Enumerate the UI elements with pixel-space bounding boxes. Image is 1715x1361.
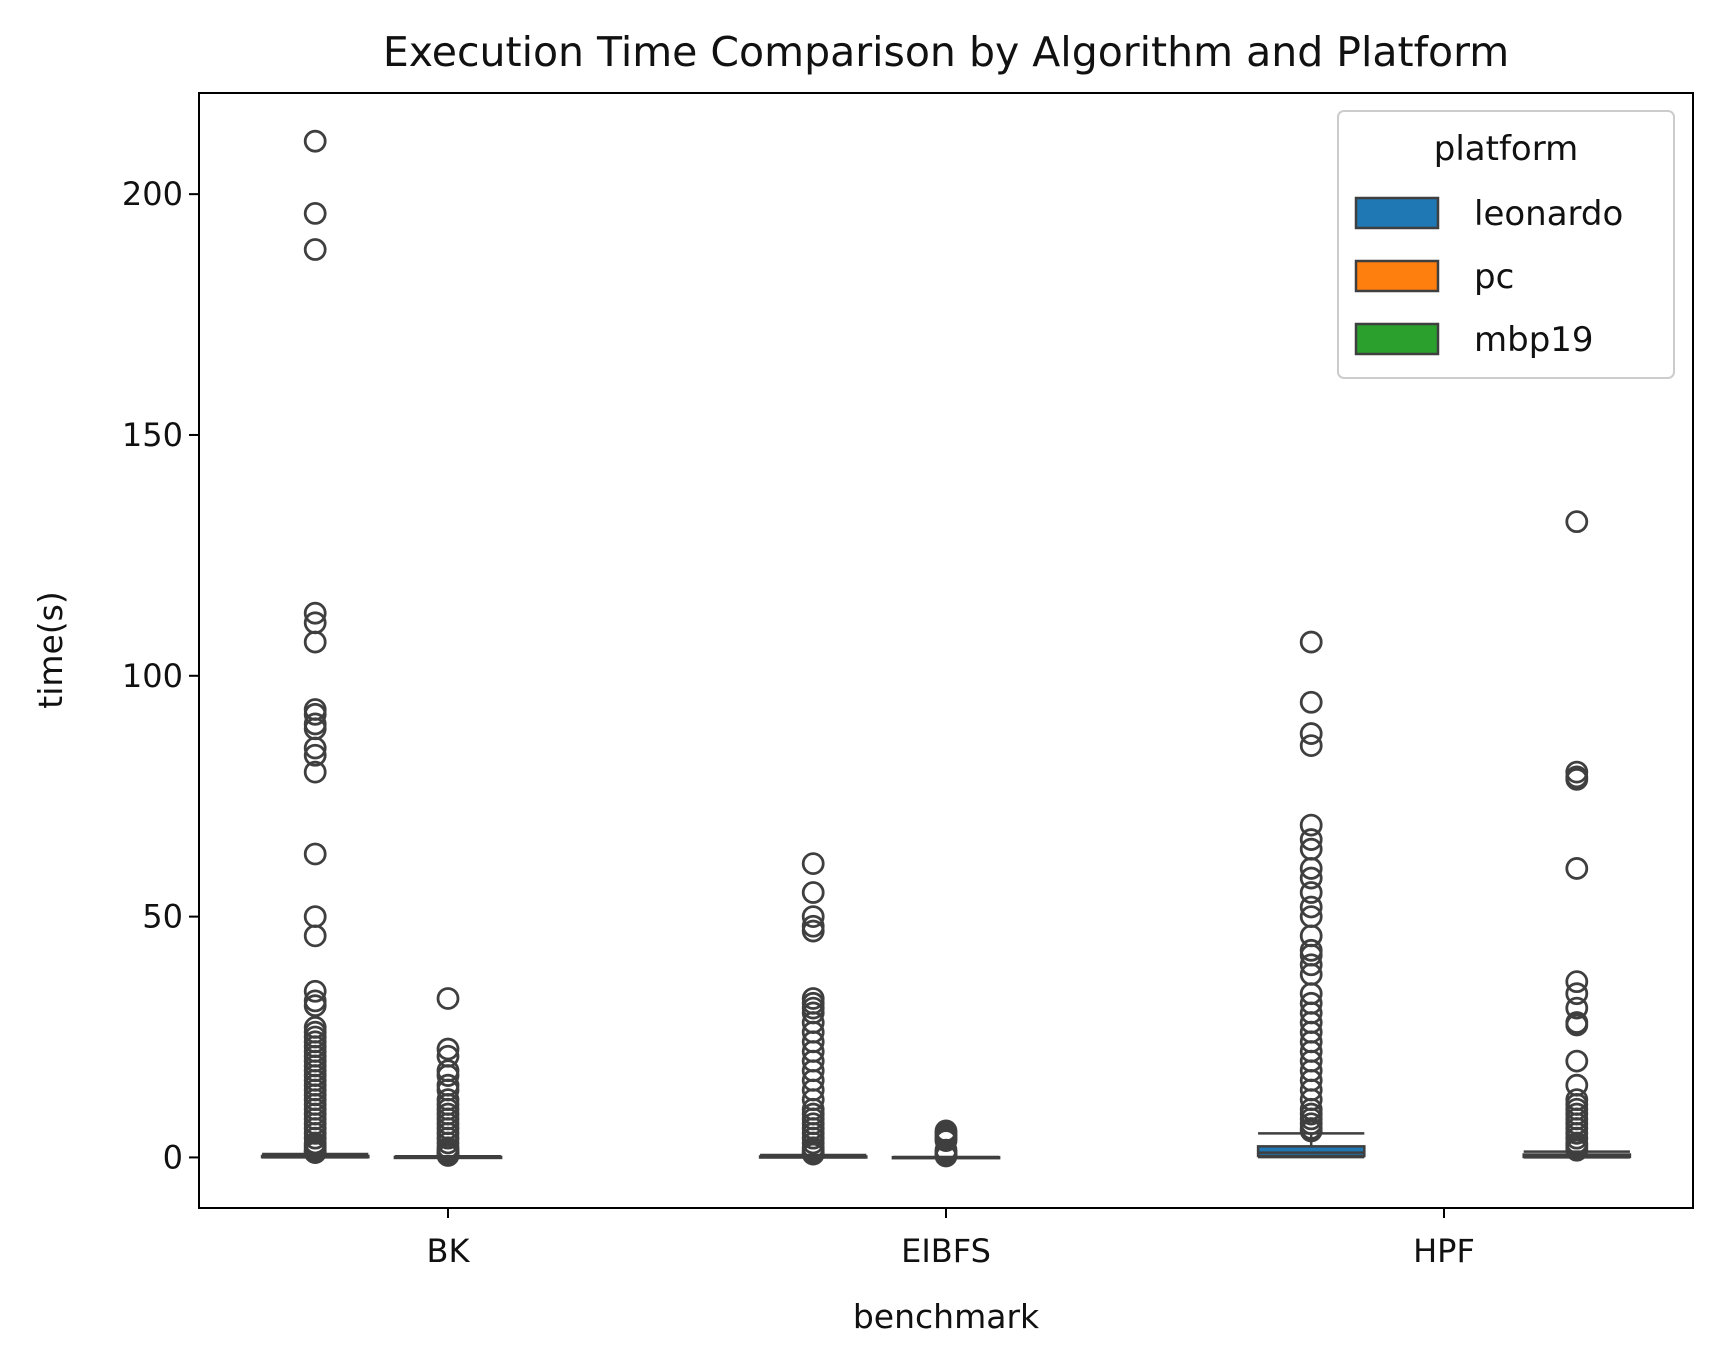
outlier-point	[303, 601, 327, 625]
outlier-point	[303, 736, 327, 760]
outlier-point	[801, 919, 825, 943]
outlier-point	[303, 994, 327, 1018]
outlier-point	[1565, 510, 1589, 534]
legend-title: platform	[1434, 129, 1578, 169]
outlier-point	[303, 760, 327, 784]
outlier-point	[1565, 996, 1589, 1020]
outlier-point	[801, 905, 825, 929]
legend-label-leonardo: leonardo	[1474, 194, 1623, 234]
outlier-point	[1299, 1119, 1323, 1143]
outlier-point	[1299, 734, 1323, 758]
legend-swatch-mbp19	[1354, 322, 1440, 356]
outlier-point	[1299, 690, 1323, 714]
outlier-point	[303, 129, 327, 153]
box-hpf-leonardo	[1256, 630, 1366, 1159]
outlier-point	[303, 979, 327, 1003]
outlier-point	[1299, 895, 1323, 919]
outlier-point	[303, 842, 327, 866]
legend-label-mbp19: mbp19	[1474, 320, 1594, 360]
y-tick-label: 0	[163, 1138, 183, 1176]
outlier-point	[303, 630, 327, 654]
box-bk-pc	[393, 987, 503, 1167]
outlier-point	[1565, 970, 1589, 994]
y-tick-label: 150	[122, 416, 183, 454]
outlier-point	[303, 202, 327, 225]
box-hpf-mbp19	[1522, 510, 1632, 1162]
outlier-point	[1299, 881, 1323, 904]
outlier-point	[1299, 828, 1323, 851]
box-iqr	[1256, 1145, 1366, 1158]
legend-frame	[1337, 110, 1675, 379]
outlier-point	[1565, 767, 1589, 791]
y-tick-label: 100	[122, 657, 183, 695]
legend-label-pc: pc	[1474, 257, 1514, 297]
outlier-point	[1565, 1013, 1589, 1037]
outlier-point	[1299, 866, 1323, 890]
box-eibfs-leonardo	[758, 852, 868, 1166]
y-axis: 0 50 100 150 200	[122, 175, 199, 1176]
y-tick-label: 50	[142, 898, 183, 936]
outlier-point	[303, 743, 327, 767]
outlier-point	[436, 987, 460, 1010]
outlier-point	[1565, 857, 1589, 880]
box-bk-leonardo	[260, 129, 370, 1165]
y-tick-label: 200	[122, 175, 183, 213]
outlier-point	[801, 881, 825, 904]
outlier-point	[436, 1144, 460, 1167]
legend: platform leonardo pc mbp19	[1337, 110, 1675, 379]
outlier-point	[436, 1037, 460, 1061]
outlier-point	[1299, 953, 1323, 977]
outlier-point	[1299, 722, 1323, 745]
plot-area	[260, 129, 1632, 1168]
outlier-point	[934, 1144, 958, 1168]
outlier-point	[303, 238, 327, 261]
x-axis-label: benchmark	[853, 1297, 1040, 1336]
outlier-point	[1299, 857, 1323, 880]
outlier-point	[436, 1064, 460, 1087]
y-axis-label: time(s)	[31, 591, 70, 709]
legend-swatch-pc	[1354, 259, 1440, 293]
outlier-point	[303, 1141, 327, 1165]
outlier-point	[1565, 1049, 1589, 1073]
outlier-point	[801, 1142, 825, 1166]
x-tick-label: HPF	[1413, 1232, 1475, 1270]
x-tick-label: BK	[427, 1232, 471, 1270]
outlier-point	[1299, 630, 1323, 654]
legend-swatch-leonardo	[1354, 196, 1440, 230]
outlier-point	[303, 924, 327, 948]
outlier-point	[934, 1129, 958, 1152]
chart-title: Execution Time Comparison by Algorithm a…	[383, 28, 1509, 76]
outlier-point	[1565, 1138, 1589, 1162]
box-eibfs-pc	[891, 1119, 1001, 1168]
outlier-point	[1565, 982, 1589, 1006]
outlier-point	[1299, 813, 1323, 837]
x-axis: BK EIBFS HPF	[427, 1208, 1475, 1270]
x-tick-label: EIBFS	[901, 1232, 991, 1270]
outlier-point	[801, 852, 825, 876]
outlier-point	[303, 702, 327, 726]
